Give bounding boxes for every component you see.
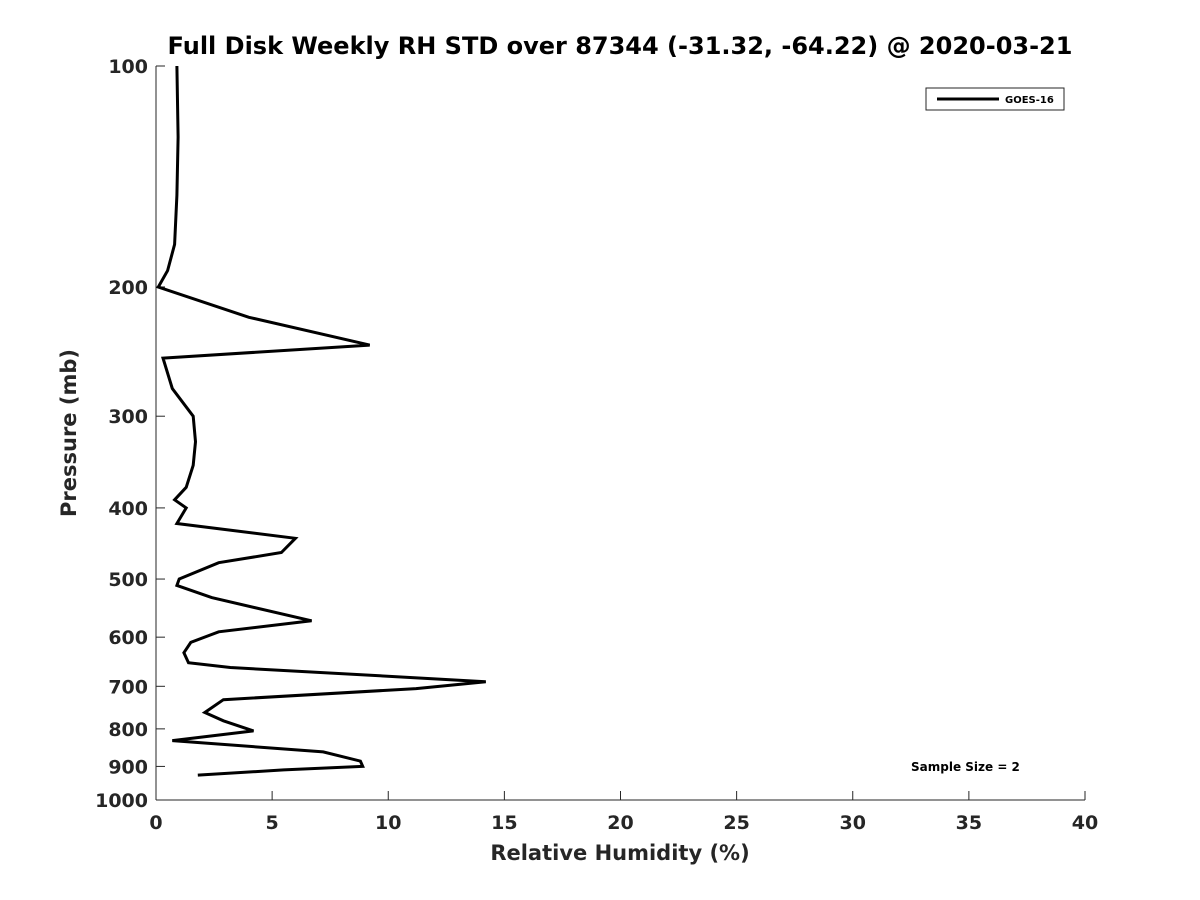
x-tick-label: 20 — [607, 812, 633, 834]
x-tick-label: 0 — [149, 812, 162, 834]
sample-size-annotation: Sample Size = 2 — [911, 760, 1020, 774]
x-tick-label: 10 — [375, 812, 401, 834]
x-tick-label: 5 — [266, 812, 279, 834]
legend-label-goes-16: GOES-16 — [1005, 95, 1054, 106]
y-tick-label: 200 — [108, 277, 148, 299]
x-tick-label: 35 — [956, 812, 982, 834]
series-line-goes-16 — [156, 65, 486, 777]
chart-title: Full Disk Weekly RH STD over 87344 (-31.… — [168, 32, 1073, 60]
y-tick-label: 100 — [108, 56, 148, 78]
x-tick-label: 15 — [491, 812, 517, 834]
y-tick-label: 1000 — [95, 790, 148, 812]
x-tick-label: 40 — [1072, 812, 1098, 834]
y-tick-label: 700 — [108, 676, 148, 698]
y-tick-label: 400 — [108, 498, 148, 520]
x-tick-label: 25 — [723, 812, 749, 834]
x-axis-label: Relative Humidity (%) — [490, 841, 749, 865]
plot-axes — [155, 66, 1085, 801]
y-tick-label: 900 — [108, 756, 148, 778]
series-layer — [156, 65, 486, 777]
y-ticks: 100 200 300 400 500 600 700 800 900 1000 — [95, 56, 165, 812]
y-tick-label: 500 — [108, 569, 148, 591]
y-tick-label: 600 — [108, 627, 148, 649]
legend: GOES-16 — [925, 87, 1065, 111]
x-ticks: 0 5 10 15 20 25 30 35 40 — [149, 791, 1098, 834]
y-tick-label: 800 — [108, 719, 148, 741]
y-tick-label: 300 — [108, 406, 148, 428]
x-tick-label: 30 — [840, 812, 866, 834]
y-axis-label: Pressure (mb) — [57, 349, 81, 517]
